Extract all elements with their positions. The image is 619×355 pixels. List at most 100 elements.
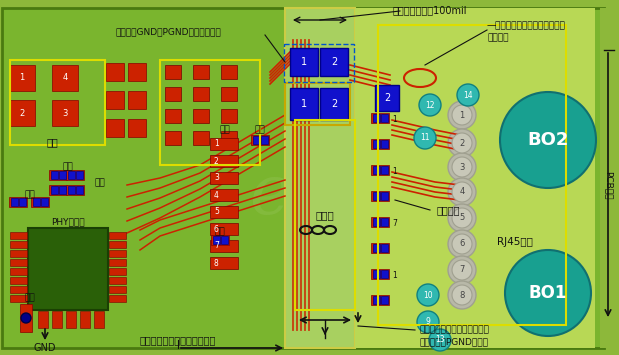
Bar [193, 131, 209, 145]
Bar [221, 236, 228, 244]
Bar [373, 296, 380, 304]
Bar [381, 192, 388, 200]
Text: 4: 4 [63, 73, 67, 82]
Bar [59, 186, 66, 194]
Bar [109, 250, 126, 257]
Bar [193, 65, 209, 79]
Text: 2: 2 [331, 99, 337, 109]
Text: 3: 3 [63, 109, 67, 118]
Text: 1: 1 [392, 115, 397, 125]
Bar [320, 88, 348, 120]
Bar [10, 250, 27, 257]
Text: 此区域通常不覆地和电源，但: 此区域通常不覆地和电源，但 [420, 326, 490, 334]
Text: RJ45网口: RJ45网口 [497, 237, 533, 247]
Circle shape [452, 234, 472, 254]
Bar [49, 185, 67, 195]
Bar [59, 171, 66, 179]
Bar [10, 286, 27, 293]
Bar [261, 136, 268, 144]
Text: 7: 7 [392, 219, 397, 229]
Bar [68, 186, 75, 194]
Bar [193, 87, 209, 101]
Bar [106, 63, 124, 81]
Circle shape [21, 313, 31, 323]
Bar [371, 139, 389, 149]
Bar [371, 191, 389, 201]
Circle shape [452, 208, 472, 228]
Text: GND: GND [34, 343, 56, 353]
Text: 2: 2 [19, 109, 25, 118]
Circle shape [452, 182, 472, 202]
Text: 12: 12 [425, 100, 435, 109]
Circle shape [500, 92, 596, 188]
Bar [284, 44, 354, 82]
Bar [373, 244, 380, 252]
Bar [10, 241, 27, 248]
Bar [10, 259, 27, 266]
Text: 6: 6 [214, 224, 219, 234]
Bar [381, 218, 388, 226]
Bar [94, 311, 104, 328]
Text: 4: 4 [214, 191, 219, 200]
Bar [251, 135, 269, 145]
Bar [371, 295, 389, 305]
Bar [9, 65, 35, 91]
Circle shape [452, 260, 472, 280]
Bar [19, 198, 26, 206]
Bar [210, 240, 238, 252]
Bar [76, 186, 83, 194]
Bar [52, 100, 78, 126]
Bar [371, 113, 389, 123]
Bar [109, 268, 126, 275]
Bar [355, 8, 595, 348]
Bar [210, 223, 238, 235]
Bar [373, 218, 380, 226]
Circle shape [417, 311, 439, 333]
Circle shape [448, 230, 476, 258]
Circle shape [448, 101, 476, 129]
Bar [221, 65, 237, 79]
Bar [66, 185, 84, 195]
Bar [221, 109, 237, 123]
Text: 电容: 电容 [25, 191, 35, 200]
Circle shape [505, 250, 591, 336]
Bar [371, 243, 389, 253]
Bar [381, 140, 388, 148]
Text: 此隔离区域大于100mil: 此隔离区域大于100mil [392, 5, 467, 15]
Bar [371, 217, 389, 227]
Bar [9, 197, 27, 207]
Text: 2: 2 [331, 57, 337, 67]
Bar [9, 100, 35, 126]
Bar [210, 172, 238, 184]
Bar [28, 228, 108, 310]
Bar [51, 171, 58, 179]
Bar [210, 206, 238, 218]
Text: PCB边缘: PCB边缘 [604, 171, 612, 199]
Text: 9: 9 [426, 317, 430, 327]
Bar [106, 119, 124, 137]
Text: 3: 3 [459, 163, 465, 171]
Text: PHY层芯确: PHY层芯确 [51, 218, 85, 226]
Bar [320, 48, 348, 76]
Text: 8: 8 [214, 258, 219, 268]
Text: 2: 2 [459, 138, 465, 147]
Text: 1: 1 [301, 57, 307, 67]
Text: 电容: 电容 [25, 294, 35, 302]
Text: 1: 1 [19, 73, 25, 82]
Bar [10, 277, 27, 284]
Text: 1: 1 [459, 110, 465, 120]
Bar [210, 257, 238, 269]
Bar [109, 295, 126, 302]
Bar [80, 311, 90, 328]
Circle shape [429, 329, 451, 351]
Text: 5: 5 [459, 213, 465, 223]
Circle shape [448, 153, 476, 181]
Text: 用于连接GND和PGND的电阶及电容: 用于连接GND和PGND的电阶及电容 [115, 27, 221, 37]
Text: 此隔离区域不要走任何信号线: 此隔离区域不要走任何信号线 [140, 335, 216, 345]
Text: 4: 4 [459, 187, 465, 197]
Text: 10: 10 [423, 290, 433, 300]
Text: 高压电容: 高压电容 [487, 33, 508, 43]
Bar [210, 138, 238, 150]
Bar [290, 48, 318, 76]
Text: 我们需将其PGND处理好: 我们需将其PGND处理好 [420, 338, 489, 346]
